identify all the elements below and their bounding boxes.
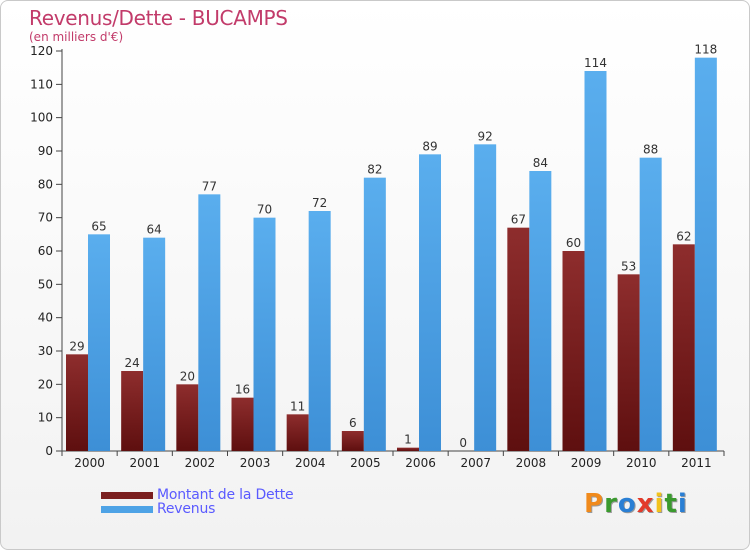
legend-item-debt: Montant de la Dette: [101, 487, 294, 503]
x-tick-label: 2005: [350, 456, 381, 470]
x-tick-label: 2000: [74, 456, 105, 470]
data-label-debt: 6: [349, 416, 357, 430]
data-label-debt: 24: [125, 356, 140, 370]
bar-revenue: [694, 57, 717, 452]
logo-letter: r: [604, 489, 618, 519]
data-label-revenue: 70: [257, 203, 272, 217]
logo-letter: o: [617, 489, 637, 519]
data-label-revenue: 88: [643, 143, 658, 157]
y-tick-label: 20: [38, 377, 53, 391]
logo-letter: x: [636, 489, 655, 519]
logo-letter: P: [584, 489, 605, 519]
bar-revenue: [639, 157, 662, 451]
data-label-revenue: 84: [533, 156, 548, 170]
bar-revenue: [419, 154, 441, 452]
y-tick-label: 30: [38, 344, 53, 358]
data-label-debt: 11: [290, 399, 305, 413]
x-tick-label: 2002: [185, 456, 216, 470]
y-tick-label: 40: [38, 311, 53, 325]
legend-label-revenue: Revenus: [157, 501, 216, 517]
bar-revenue: [308, 211, 331, 451]
bar-revenue: [143, 237, 166, 451]
logo-letter: i: [677, 489, 688, 519]
proxiti-logo: Proxiti: [584, 489, 688, 519]
data-label-debt: 0: [459, 436, 467, 450]
x-tick-label: 2009: [571, 456, 602, 470]
bar-debt: [341, 431, 364, 451]
bar-debt: [672, 244, 695, 451]
bar-debt: [176, 384, 199, 451]
data-label-debt: 67: [511, 213, 526, 227]
data-label-revenue: 114: [584, 56, 607, 70]
data-label-revenue: 72: [312, 196, 327, 210]
y-tick-label: 0: [45, 444, 53, 458]
x-tick-label: 2004: [295, 456, 326, 470]
bar-debt: [121, 371, 144, 451]
y-tick-label: 10: [38, 411, 53, 425]
bar-debt: [286, 414, 309, 451]
data-label-debt: 16: [235, 383, 250, 397]
data-label-debt: 1: [404, 433, 412, 447]
y-tick-label: 100: [30, 111, 53, 125]
bar-revenue: [88, 234, 110, 451]
x-tick-label: 2011: [681, 456, 712, 470]
data-label-revenue: 89: [422, 139, 437, 153]
data-label-debt: 53: [621, 259, 636, 273]
data-label-debt: 20: [180, 369, 195, 383]
bar-debt: [562, 251, 585, 451]
logo-letter: t: [664, 489, 678, 519]
bar-debt: [617, 274, 640, 451]
bar-debt: [397, 447, 419, 451]
data-label-debt: 60: [566, 236, 581, 250]
legend-swatch-debt: [101, 491, 153, 499]
y-tick-label: 70: [38, 211, 53, 225]
x-tick-label: 2001: [129, 456, 160, 470]
x-tick-label: 2003: [240, 456, 271, 470]
y-tick-label: 90: [38, 144, 53, 158]
legend: Montant de la Dette Revenus: [101, 487, 294, 517]
bar-debt: [231, 397, 254, 451]
logo-letter: i: [654, 489, 665, 519]
chart-title: Revenus/Dette - BUCAMPS: [29, 6, 288, 30]
legend-item-revenue: Revenus: [101, 501, 293, 517]
legend-swatch-revenue: [101, 505, 153, 513]
legend-label-debt: Montant de la Dette: [157, 487, 294, 503]
data-label-revenue: 118: [694, 43, 717, 57]
data-label-revenue: 65: [91, 219, 106, 233]
chart-subtitle: (en milliers d'€): [29, 30, 124, 44]
y-tick-label: 80: [38, 177, 53, 191]
bar-revenue: [584, 71, 607, 451]
bar-revenue: [198, 194, 221, 452]
data-label-revenue: 92: [478, 129, 493, 143]
data-label-debt: 62: [676, 229, 691, 243]
y-tick-label: 50: [38, 277, 53, 291]
data-label-revenue: 82: [367, 163, 382, 177]
x-tick-label: 2010: [626, 456, 657, 470]
data-label-revenue: 77: [202, 179, 217, 193]
data-label-debt: 29: [69, 339, 84, 353]
bar-debt: [507, 227, 530, 451]
bar-debt: [66, 354, 88, 451]
data-label-revenue: 64: [147, 223, 162, 237]
y-tick-label: 60: [38, 244, 53, 258]
y-tick-label: 120: [30, 44, 53, 58]
bar-revenue: [474, 144, 497, 452]
bar-revenue: [253, 217, 276, 451]
bar-revenue: [529, 171, 552, 451]
x-tick-label: 2008: [516, 456, 547, 470]
x-tick-label: 2007: [460, 456, 491, 470]
bar-revenue: [363, 177, 386, 451]
x-tick-label: 2006: [405, 456, 436, 470]
y-tick-label: 110: [30, 77, 53, 91]
